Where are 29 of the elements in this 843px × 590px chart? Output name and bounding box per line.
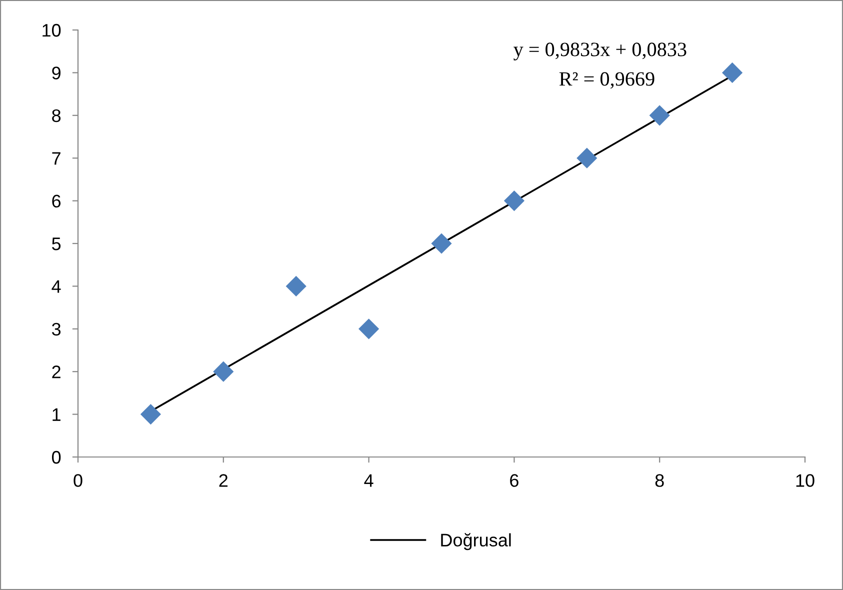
point <box>504 190 524 212</box>
point <box>722 62 743 83</box>
y-tick-label: 4 <box>52 280 61 293</box>
x-tick-label: 6 <box>510 474 518 487</box>
y-tick-label: 2 <box>52 366 60 378</box>
y-tick-label: 5 <box>52 238 61 250</box>
x-tick-label: 0 <box>74 474 82 487</box>
point <box>576 148 598 168</box>
y-tick-label: 3 <box>52 322 61 336</box>
y-tick-label: 10 <box>42 24 61 37</box>
y-tick-label: 6 <box>52 194 61 208</box>
point <box>649 105 670 126</box>
legend-label: Doğrusal <box>441 533 511 550</box>
y-tick-label: 7 <box>52 152 60 165</box>
x-tick-label: 10 <box>796 474 814 487</box>
y-tick-label: 8 <box>52 109 61 122</box>
y-tick-label: 0 <box>52 450 61 464</box>
point <box>358 318 380 340</box>
x-tick-label: 8 <box>655 474 664 487</box>
point <box>431 233 452 254</box>
annotation: R² = 0,9669 <box>559 72 654 89</box>
y-tick-label: 1 <box>52 408 60 421</box>
y-tick-label: 9 <box>52 66 60 80</box>
point <box>140 404 161 425</box>
x-tick-label: 4 <box>364 474 374 487</box>
point <box>286 276 306 296</box>
x-tick-label: 2 <box>219 474 228 487</box>
point <box>213 361 234 382</box>
annotation: y = 0,9833x + 0,0833 <box>514 42 686 60</box>
